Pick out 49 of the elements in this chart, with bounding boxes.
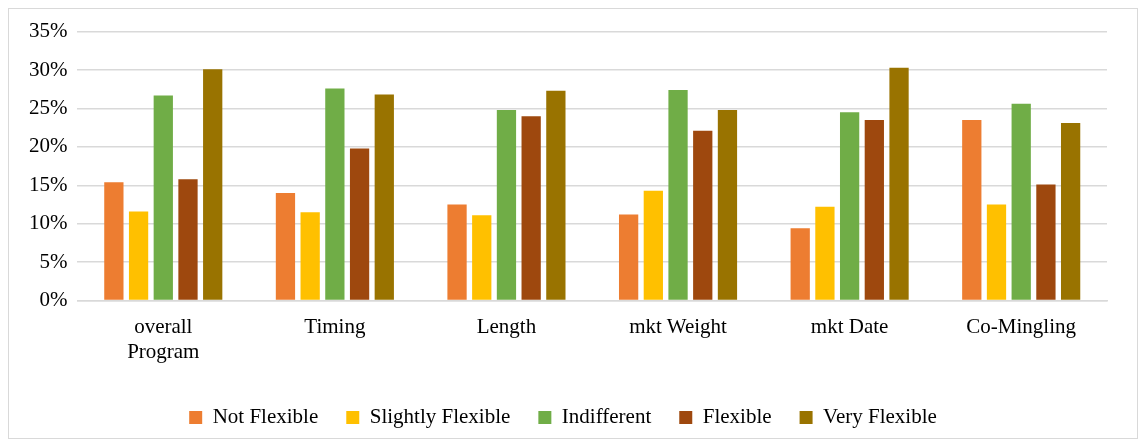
bar bbox=[521, 116, 541, 300]
bar bbox=[790, 228, 810, 300]
bar bbox=[128, 211, 149, 300]
bar bbox=[1036, 184, 1056, 300]
bar bbox=[275, 193, 296, 300]
bar bbox=[178, 179, 198, 300]
x-tick-label: mkt Weight bbox=[629, 313, 728, 338]
bar bbox=[839, 112, 860, 300]
legend-label: Indifferent bbox=[561, 404, 652, 429]
bar bbox=[300, 212, 320, 300]
y-tick-label: 0% bbox=[39, 287, 68, 312]
x-tick-label: Timing bbox=[304, 313, 366, 338]
legend-label: Flexible bbox=[702, 404, 772, 429]
bar bbox=[717, 109, 738, 300]
bar bbox=[962, 119, 982, 300]
bar bbox=[889, 67, 909, 300]
bar bbox=[349, 148, 370, 300]
bar bbox=[546, 90, 566, 300]
bar bbox=[447, 204, 467, 300]
bar bbox=[203, 69, 223, 300]
bar bbox=[1011, 103, 1031, 300]
bar bbox=[618, 214, 639, 300]
legend-label: Not Flexible bbox=[212, 404, 319, 429]
y-tick-label: 30% bbox=[28, 56, 68, 81]
y-tick-label: 35% bbox=[28, 18, 68, 43]
legend-label: Slightly Flexible bbox=[369, 404, 511, 429]
x-tick-label: Length bbox=[476, 313, 537, 338]
y-tick-label: 15% bbox=[28, 171, 68, 196]
bar bbox=[496, 109, 517, 300]
bar bbox=[864, 119, 884, 300]
bar bbox=[668, 90, 688, 300]
bar bbox=[643, 190, 663, 300]
bar bbox=[986, 204, 1007, 300]
x-tick-label: mkt Date bbox=[810, 313, 889, 338]
bar bbox=[374, 94, 394, 300]
bar bbox=[153, 95, 173, 300]
y-tick-label: 20% bbox=[28, 133, 68, 158]
bar bbox=[1060, 123, 1081, 300]
y-tick-label: 25% bbox=[28, 94, 68, 119]
x-tick-label: overall Program bbox=[127, 313, 200, 363]
bar bbox=[104, 182, 124, 300]
bar bbox=[325, 88, 345, 300]
bar bbox=[472, 215, 492, 300]
bar bbox=[815, 206, 835, 300]
bar bbox=[693, 130, 713, 300]
legend-label: Very Flexible bbox=[823, 404, 937, 429]
x-tick-label: Co-Mingling bbox=[966, 313, 1077, 338]
y-tick-label: 10% bbox=[28, 210, 68, 235]
y-tick-label: 5% bbox=[39, 248, 68, 273]
